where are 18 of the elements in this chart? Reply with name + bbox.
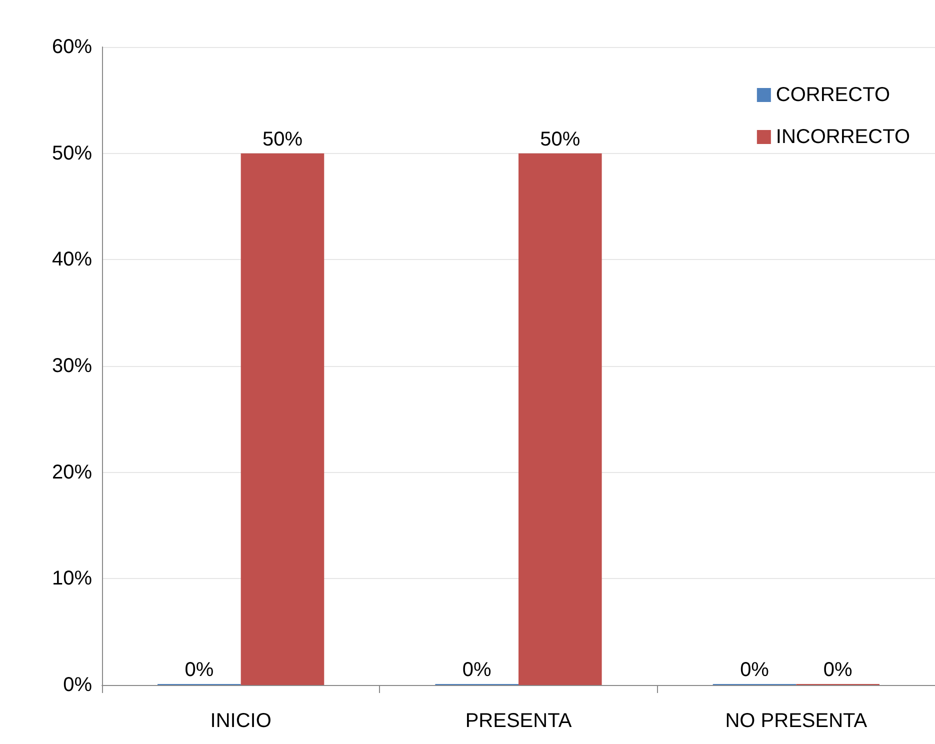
y-tick-label: 40%: [52, 248, 92, 271]
legend-label: INCORRECTO: [776, 126, 910, 148]
data-label: 0%: [462, 659, 492, 681]
data-label: 0%: [740, 659, 770, 681]
y-tick-label: 20%: [52, 461, 92, 484]
legend-label: CORRECTO: [776, 84, 890, 106]
x-tick-label: NO PRESENTA: [725, 710, 868, 732]
x-tick-label: INICIO: [210, 710, 272, 732]
y-tick-label: 30%: [52, 355, 92, 377]
y-tick-label: 60%: [52, 36, 92, 58]
data-label: 50%: [540, 128, 580, 150]
y-tick-label: 50%: [52, 142, 92, 164]
data-label: 50%: [262, 128, 303, 150]
x-tick-label: PRESENTA: [465, 710, 572, 732]
y-tick-label: 0%: [63, 674, 92, 696]
data-label: 0%: [184, 659, 214, 681]
y-tick-label: 10%: [52, 568, 92, 590]
data-label: 0%: [823, 659, 852, 681]
